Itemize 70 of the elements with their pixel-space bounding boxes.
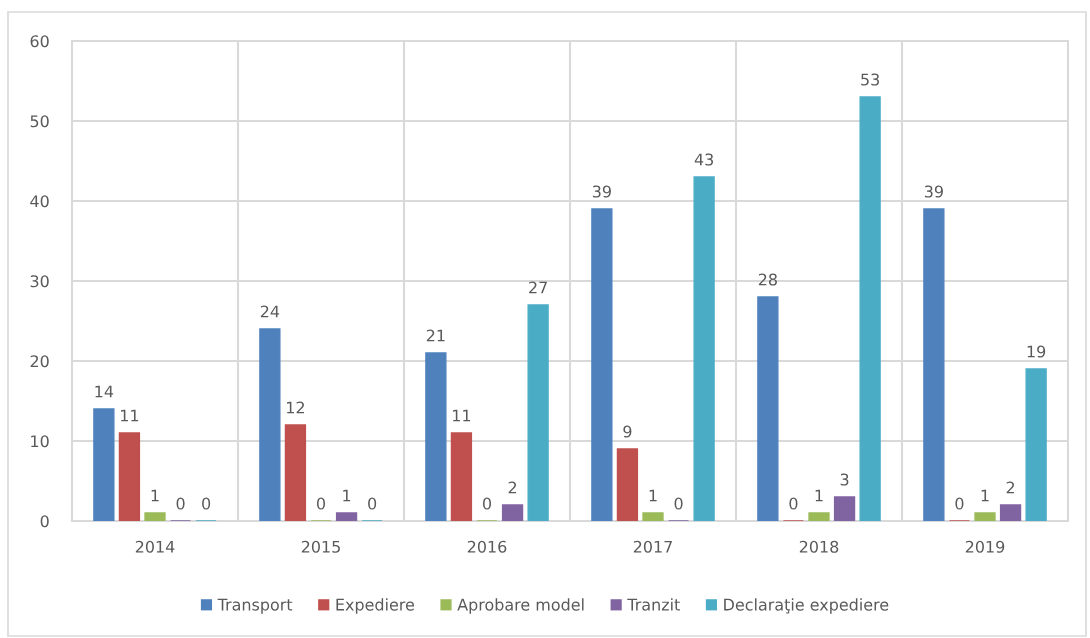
bar	[259, 328, 281, 521]
bar	[144, 512, 166, 521]
bar	[425, 352, 447, 521]
data-label: 2	[508, 481, 517, 494]
legend-label: Tranzit	[627, 598, 680, 611]
bar	[757, 296, 779, 521]
data-label: 9	[623, 425, 632, 438]
x-tick-label: 2014	[135, 540, 175, 553]
bar	[93, 408, 115, 521]
legend-label: Aprobare model	[457, 598, 584, 614]
x-tick-label: 2017	[633, 540, 672, 553]
bar	[450, 432, 473, 521]
bar	[923, 208, 945, 521]
legend-label: Expediere	[336, 598, 415, 614]
x-tick-label: 2015	[301, 540, 340, 553]
legend-label: Declaraţie expediere	[724, 598, 889, 614]
legend-label: Transport	[217, 598, 293, 614]
data-label: 11	[453, 409, 471, 422]
data-label: 0	[955, 497, 964, 510]
data-label: 0	[176, 497, 185, 510]
data-label: 1	[151, 489, 159, 502]
data-label: 0	[674, 497, 683, 510]
bar	[616, 448, 639, 521]
y-tick-label: 60	[30, 35, 49, 48]
data-label: 24	[260, 305, 280, 318]
bar	[591, 208, 613, 521]
data-label: 27	[529, 281, 547, 294]
data-label: 14	[95, 385, 114, 398]
data-label: 2	[1006, 481, 1015, 494]
y-tick-label: 40	[30, 195, 49, 208]
data-label: 28	[758, 273, 777, 286]
x-tick-label: 2019	[965, 540, 1005, 553]
data-label: 53	[861, 73, 880, 86]
data-label: 39	[924, 185, 943, 198]
data-label: 0	[368, 497, 377, 510]
bar	[527, 304, 549, 521]
bar	[335, 512, 358, 521]
data-label: 1	[981, 489, 989, 502]
bar	[974, 512, 996, 521]
data-label: 1	[649, 489, 657, 502]
bar	[284, 424, 307, 521]
bar	[833, 496, 856, 521]
data-label: 3	[840, 473, 849, 486]
data-label: 12	[287, 401, 304, 414]
data-label: 19	[1027, 345, 1046, 358]
data-label: 1	[343, 489, 351, 502]
bar	[693, 176, 715, 521]
bar	[501, 504, 524, 521]
bar	[808, 512, 830, 521]
data-label: 43	[694, 153, 714, 166]
x-tick-label: 2018	[799, 540, 839, 553]
bar	[859, 96, 881, 521]
bar	[642, 512, 664, 521]
y-tick-label: 20	[30, 355, 49, 368]
x-tick-label: 2016	[467, 540, 507, 553]
data-label: 0	[789, 497, 798, 510]
data-label: 1	[815, 489, 823, 502]
bar	[999, 504, 1022, 521]
data-label: 0	[482, 497, 492, 510]
y-tick-label: 50	[30, 115, 49, 128]
data-label: 39	[592, 185, 611, 198]
bar	[118, 432, 141, 521]
bar	[1025, 368, 1047, 521]
data-label: 11	[121, 409, 139, 422]
data-label: 0	[202, 497, 211, 510]
data-label: 21	[426, 329, 445, 342]
y-tick-label: 30	[30, 275, 49, 288]
data-label: 0	[316, 497, 326, 510]
y-tick-label: 10	[31, 435, 49, 448]
y-tick-label: 0	[40, 515, 49, 528]
